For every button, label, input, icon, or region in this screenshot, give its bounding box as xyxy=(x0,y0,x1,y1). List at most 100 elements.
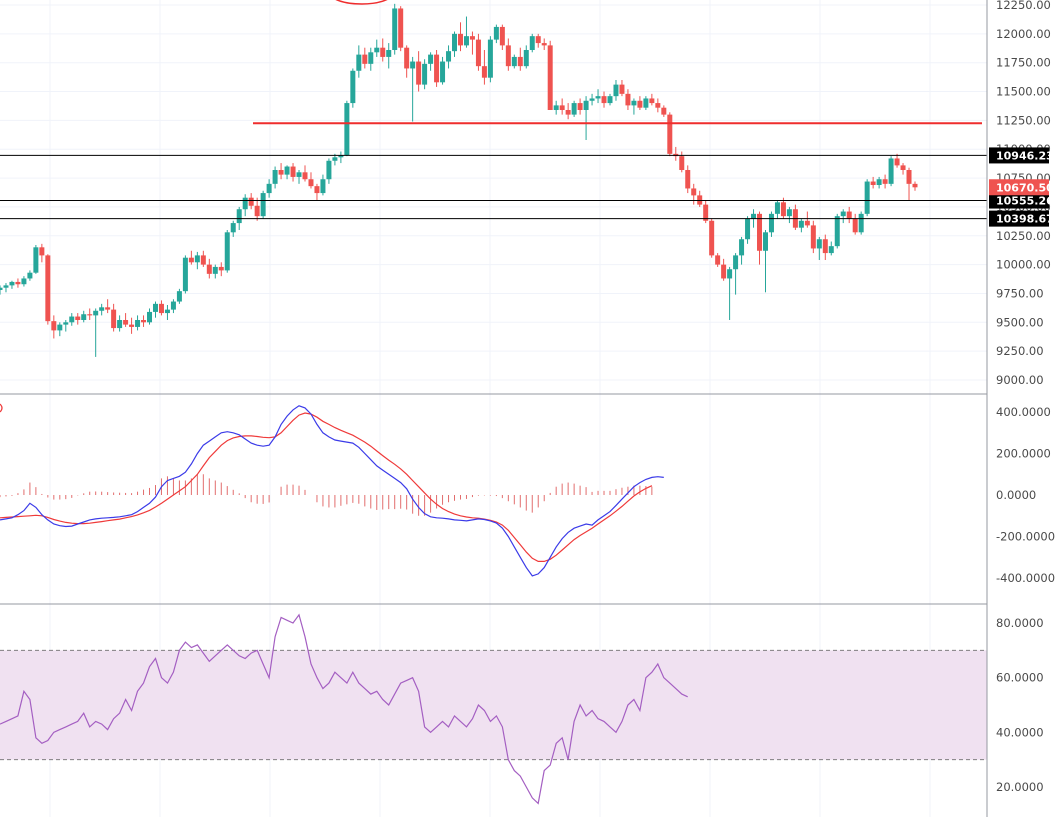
candle-up[interactable] xyxy=(786,209,792,217)
candle-up[interactable] xyxy=(93,310,99,316)
price-pane[interactable] xyxy=(0,0,987,357)
candle-down[interactable] xyxy=(882,179,888,184)
candle-down[interactable] xyxy=(308,179,314,187)
candle-up[interactable] xyxy=(326,160,332,180)
candle-up[interactable] xyxy=(571,103,577,115)
candle-up[interactable] xyxy=(368,52,374,64)
candle-down[interactable] xyxy=(900,165,906,170)
candle-up[interactable] xyxy=(332,157,338,161)
candle-down[interactable] xyxy=(822,239,828,254)
candle-down[interactable] xyxy=(649,98,655,104)
candle-up[interactable] xyxy=(493,26,499,40)
candle-down[interactable] xyxy=(188,257,194,263)
candle-down[interactable] xyxy=(123,320,129,325)
candle-down[interactable] xyxy=(870,181,876,185)
candle-down[interactable] xyxy=(619,84,625,94)
candle-up[interactable] xyxy=(607,96,613,104)
candle-down[interactable] xyxy=(655,103,661,108)
candle-up[interactable] xyxy=(350,70,356,104)
candle-down[interactable] xyxy=(302,172,308,180)
candle-down[interactable] xyxy=(39,247,45,256)
candle-up[interactable] xyxy=(260,193,266,217)
candle-down[interactable] xyxy=(577,103,583,110)
candle-up[interactable] xyxy=(553,105,559,110)
candle-down[interactable] xyxy=(637,100,643,108)
candle-down[interactable] xyxy=(804,220,810,226)
candle-up[interactable] xyxy=(266,183,272,194)
candle-up[interactable] xyxy=(828,246,834,254)
candle-up[interactable] xyxy=(272,170,278,184)
candle-down[interactable] xyxy=(404,47,410,69)
rsi-pane[interactable] xyxy=(0,613,987,805)
price-axis[interactable]: 9000.00 9250.00 9500.00 9750.00 10000.00 1025… xyxy=(996,0,1055,794)
candle-down[interactable] xyxy=(685,170,691,189)
candle-down[interactable] xyxy=(852,218,858,233)
candle-up[interactable] xyxy=(81,314,87,320)
candle-up[interactable] xyxy=(284,166,290,175)
candle-up[interactable] xyxy=(338,155,344,158)
candle-down[interactable] xyxy=(810,225,816,249)
candle-up[interactable] xyxy=(152,303,158,312)
candle-up[interactable] xyxy=(446,51,452,62)
candle-up[interactable] xyxy=(739,239,745,256)
candle-up[interactable] xyxy=(194,255,200,263)
candle-down[interactable] xyxy=(499,26,505,46)
candle-up[interactable] xyxy=(422,63,428,85)
candle-up[interactable] xyxy=(242,197,248,210)
candle-down[interactable] xyxy=(535,36,541,44)
candle-up[interactable] xyxy=(511,56,517,67)
candle-up[interactable] xyxy=(428,54,434,64)
horizontal-levels[interactable] xyxy=(0,154,987,220)
candle-up[interactable] xyxy=(733,255,739,270)
candle-up[interactable] xyxy=(386,50,392,57)
candle-down[interactable] xyxy=(158,303,164,314)
candle-down[interactable] xyxy=(547,45,553,111)
candle-down[interactable] xyxy=(206,264,212,274)
candle-down[interactable] xyxy=(278,170,284,175)
candle-up[interactable] xyxy=(176,291,182,302)
candle-up[interactable] xyxy=(63,322,69,325)
candle-up[interactable] xyxy=(117,320,123,329)
candle-down[interactable] xyxy=(75,316,81,320)
candle-up[interactable] xyxy=(774,202,780,214)
candle-up[interactable] xyxy=(230,223,236,233)
candle-up[interactable] xyxy=(834,216,840,247)
candle-up[interactable] xyxy=(236,209,242,224)
candle-down[interactable] xyxy=(691,188,697,196)
candle-up[interactable] xyxy=(583,100,589,110)
candle-up[interactable] xyxy=(212,266,218,274)
candle-up[interactable] xyxy=(57,324,63,331)
candle-down[interactable] xyxy=(559,105,565,110)
candle-down[interactable] xyxy=(721,264,727,279)
candle-up[interactable] xyxy=(392,8,398,50)
candle-up[interactable] xyxy=(798,220,804,228)
candle-down[interactable] xyxy=(290,166,296,177)
candle-down[interactable] xyxy=(362,54,368,64)
candle-up[interactable] xyxy=(21,278,27,285)
candle-up[interactable] xyxy=(529,36,535,50)
candle-up[interactable] xyxy=(751,213,757,219)
candle-up[interactable] xyxy=(147,311,153,323)
candle-down[interactable] xyxy=(757,213,763,251)
candle-up[interactable] xyxy=(135,320,141,327)
candle-down[interactable] xyxy=(780,202,786,217)
candle-up[interactable] xyxy=(296,172,302,177)
candle-down[interactable] xyxy=(906,170,912,184)
candle-down[interactable] xyxy=(314,186,320,194)
candle-up[interactable] xyxy=(440,61,446,83)
candle-down[interactable] xyxy=(111,309,117,329)
candle-up[interactable] xyxy=(33,247,39,273)
candle-up[interactable] xyxy=(410,61,416,69)
candle-down[interactable] xyxy=(661,107,667,115)
candle-up[interactable] xyxy=(613,84,619,97)
candle-down[interactable] xyxy=(200,255,206,265)
candle-down[interactable] xyxy=(475,39,481,67)
candlestick-series[interactable] xyxy=(0,3,918,357)
candle-up[interactable] xyxy=(463,36,469,46)
candle-down[interactable] xyxy=(697,195,703,205)
candle-up[interactable] xyxy=(631,100,637,106)
candle-down[interactable] xyxy=(51,321,57,331)
candle-down[interactable] xyxy=(141,320,147,323)
candle-up[interactable] xyxy=(768,213,774,233)
